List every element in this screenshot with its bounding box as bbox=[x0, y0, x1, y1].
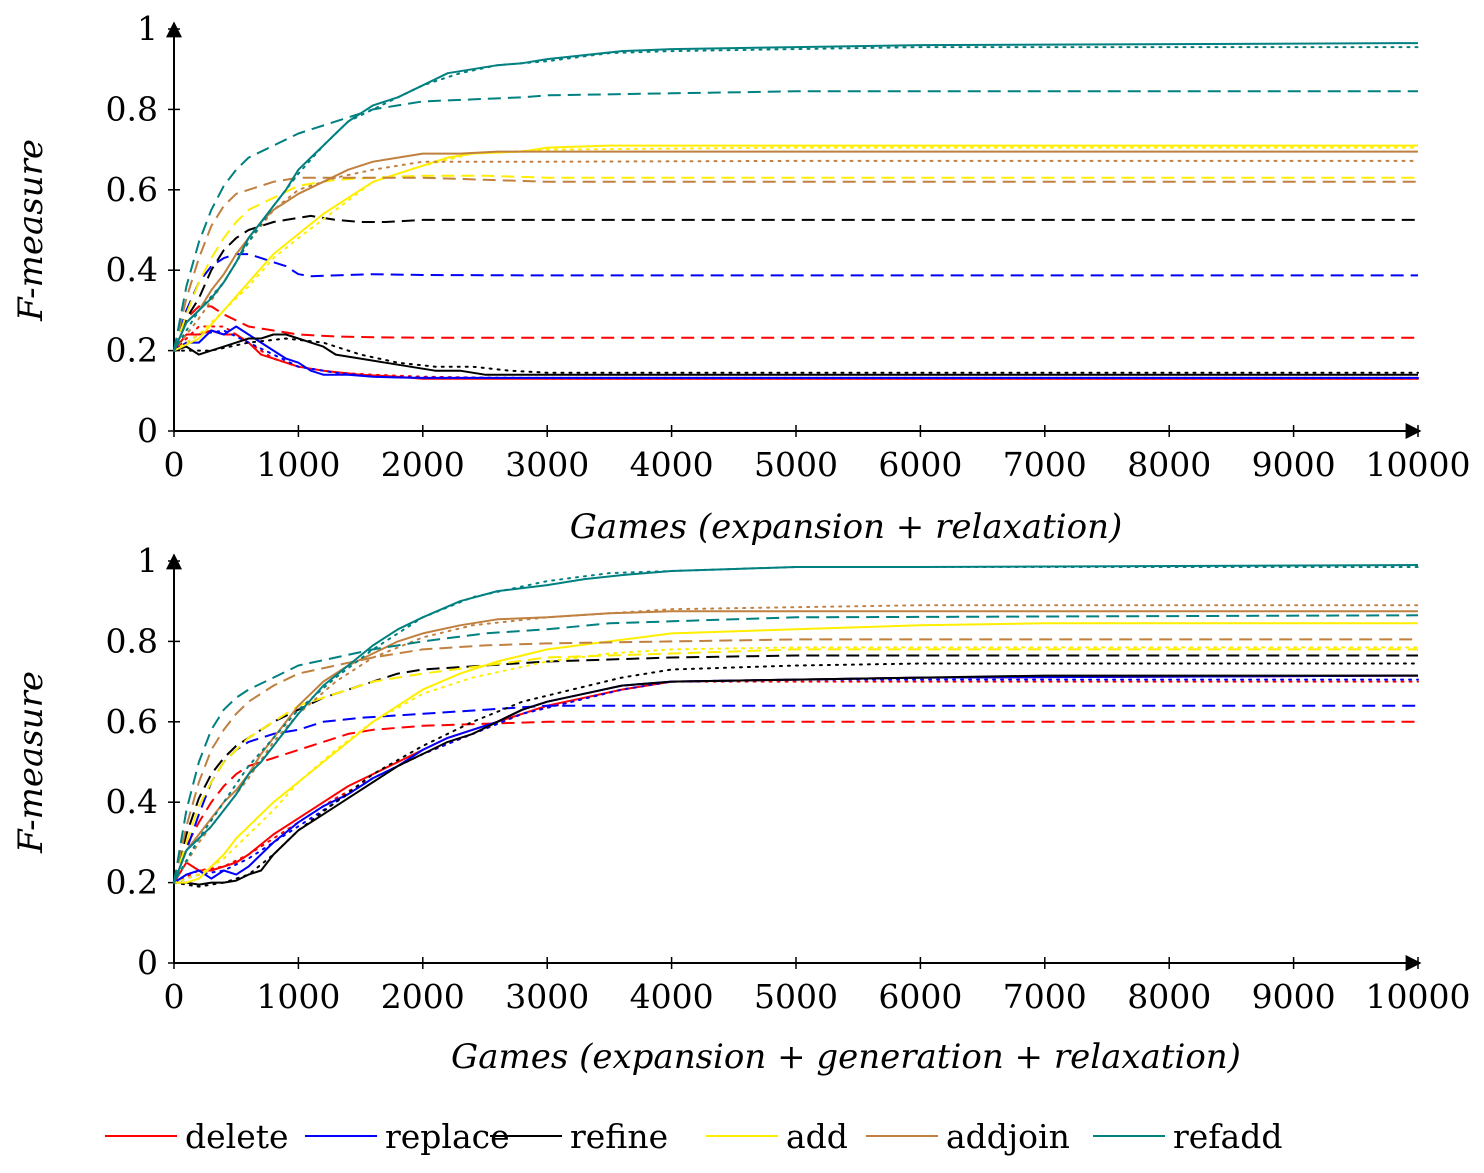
series-line-refadd-dashed bbox=[173, 90, 1418, 351]
series-line-delete-solid bbox=[173, 674, 1419, 884]
x-tick-label: 1000 bbox=[256, 445, 340, 484]
y-tick-label: 1 bbox=[137, 9, 158, 48]
series-line-replace-dashed bbox=[173, 704, 1418, 883]
y-tick-label: 0.2 bbox=[106, 331, 158, 370]
y-tick-label: 0.8 bbox=[106, 621, 158, 660]
x-tick-label: 5000 bbox=[754, 977, 838, 1016]
x-tick-label: 8000 bbox=[1127, 445, 1211, 484]
x-tick-label: 4000 bbox=[630, 977, 714, 1016]
series-line-refine-dashed bbox=[173, 214, 1418, 351]
x-tick-label: 3000 bbox=[505, 977, 589, 1016]
legend-label-refine: refine bbox=[570, 1117, 668, 1156]
series-line-refadd-solid bbox=[173, 42, 1419, 352]
x-tick-label: 7000 bbox=[1003, 445, 1087, 484]
series-line-replace-dotted bbox=[173, 329, 1419, 379]
x-tick-label: 8000 bbox=[1127, 977, 1211, 1016]
x-tick-label: 6000 bbox=[878, 445, 962, 484]
series-line-refine-dotted bbox=[173, 662, 1419, 888]
series-line-refadd-dashed bbox=[173, 614, 1419, 883]
legend-label-refadd: refadd bbox=[1173, 1117, 1282, 1156]
series-line-refine-solid bbox=[173, 333, 1418, 376]
y-tick-label: 0.8 bbox=[106, 89, 158, 128]
series-line-refadd-solid bbox=[173, 564, 1419, 883]
y-tick-label: 0.4 bbox=[106, 250, 158, 289]
x-tick-label: 9000 bbox=[1252, 977, 1336, 1016]
series-line-replace-solid bbox=[173, 325, 1418, 379]
y-axis-title: F-measure bbox=[11, 671, 51, 854]
x-tick-label: 4000 bbox=[630, 445, 714, 484]
x-tick-label: 10000 bbox=[1366, 977, 1471, 1016]
series-line-addjoin-dashed bbox=[173, 638, 1418, 883]
legend-label-delete: delete bbox=[185, 1117, 289, 1156]
series-line-addjoin-solid bbox=[173, 150, 1418, 352]
y-tick-label: 0.4 bbox=[106, 782, 158, 821]
x-tick-label: 10000 bbox=[1366, 445, 1471, 484]
x-tick-label: 0 bbox=[164, 977, 185, 1016]
x-tick-label: 0 bbox=[164, 445, 185, 484]
series-line-addjoin-dotted bbox=[173, 604, 1419, 884]
y-tick-label: 1 bbox=[137, 541, 158, 580]
series-line-add-dashed bbox=[173, 174, 1418, 351]
y-tick-label: 0.6 bbox=[106, 170, 158, 209]
series-line-addjoin-dashed bbox=[173, 176, 1418, 351]
x-tick-label: 7000 bbox=[1003, 977, 1087, 1016]
x-axis-title: Games (expansion + relaxation) bbox=[570, 507, 1122, 547]
series-line-delete-dotted bbox=[173, 680, 1419, 884]
bottom-chart: 0 1000 2000 3000 4000 5000 6000 7000 8000 9000 100… bbox=[11, 541, 1470, 1077]
x-tick-label: 6000 bbox=[878, 977, 962, 1016]
y-axis-title: F-measure bbox=[11, 139, 51, 322]
series-line-add-solid bbox=[173, 144, 1418, 352]
series-line-refadd-dotted bbox=[173, 46, 1419, 352]
legend-label-replace: replace bbox=[385, 1117, 510, 1156]
series-line-refine-dotted bbox=[173, 337, 1419, 374]
series-line-add-dotted bbox=[173, 646, 1419, 884]
series-line-delete-dotted bbox=[173, 325, 1419, 380]
y-tick-label: 0 bbox=[137, 943, 158, 982]
series-line-delete-dashed bbox=[173, 720, 1418, 883]
series-line-refine-dashed bbox=[173, 654, 1418, 883]
series-line-replace-dotted bbox=[173, 678, 1419, 884]
legend-label-add: add bbox=[786, 1117, 848, 1156]
x-tick-label: 1000 bbox=[256, 977, 340, 1016]
y-tick-label: 0.2 bbox=[106, 863, 158, 902]
series-line-add-dotted bbox=[173, 146, 1419, 352]
y-tick-label: 0.6 bbox=[106, 702, 158, 741]
series-line-refadd-dotted bbox=[173, 566, 1419, 884]
series-line-add-solid bbox=[174, 622, 1418, 884]
x-tick-label: 5000 bbox=[754, 445, 838, 484]
series-line-addjoin-dotted bbox=[173, 159, 1419, 352]
series-line-delete-dashed bbox=[173, 305, 1418, 351]
top-chart: 0 1000 2000 3000 4000 5000 6000 7000 8000 9000 100… bbox=[11, 9, 1470, 547]
series-line-add-dashed bbox=[173, 648, 1418, 883]
legend-label-addjoin: addjoin bbox=[946, 1117, 1070, 1156]
y-tick-label: 0 bbox=[137, 411, 158, 450]
x-tick-label: 2000 bbox=[381, 445, 465, 484]
x-axis-title: Games (expansion + generation + relaxati… bbox=[451, 1037, 1241, 1077]
x-tick-label: 9000 bbox=[1252, 445, 1336, 484]
x-tick-label: 2000 bbox=[381, 977, 465, 1016]
series-line-replace-dashed bbox=[173, 253, 1418, 351]
legend: delete replace refine add addjoin refadd bbox=[105, 1117, 1282, 1156]
x-tick-label: 3000 bbox=[505, 445, 589, 484]
